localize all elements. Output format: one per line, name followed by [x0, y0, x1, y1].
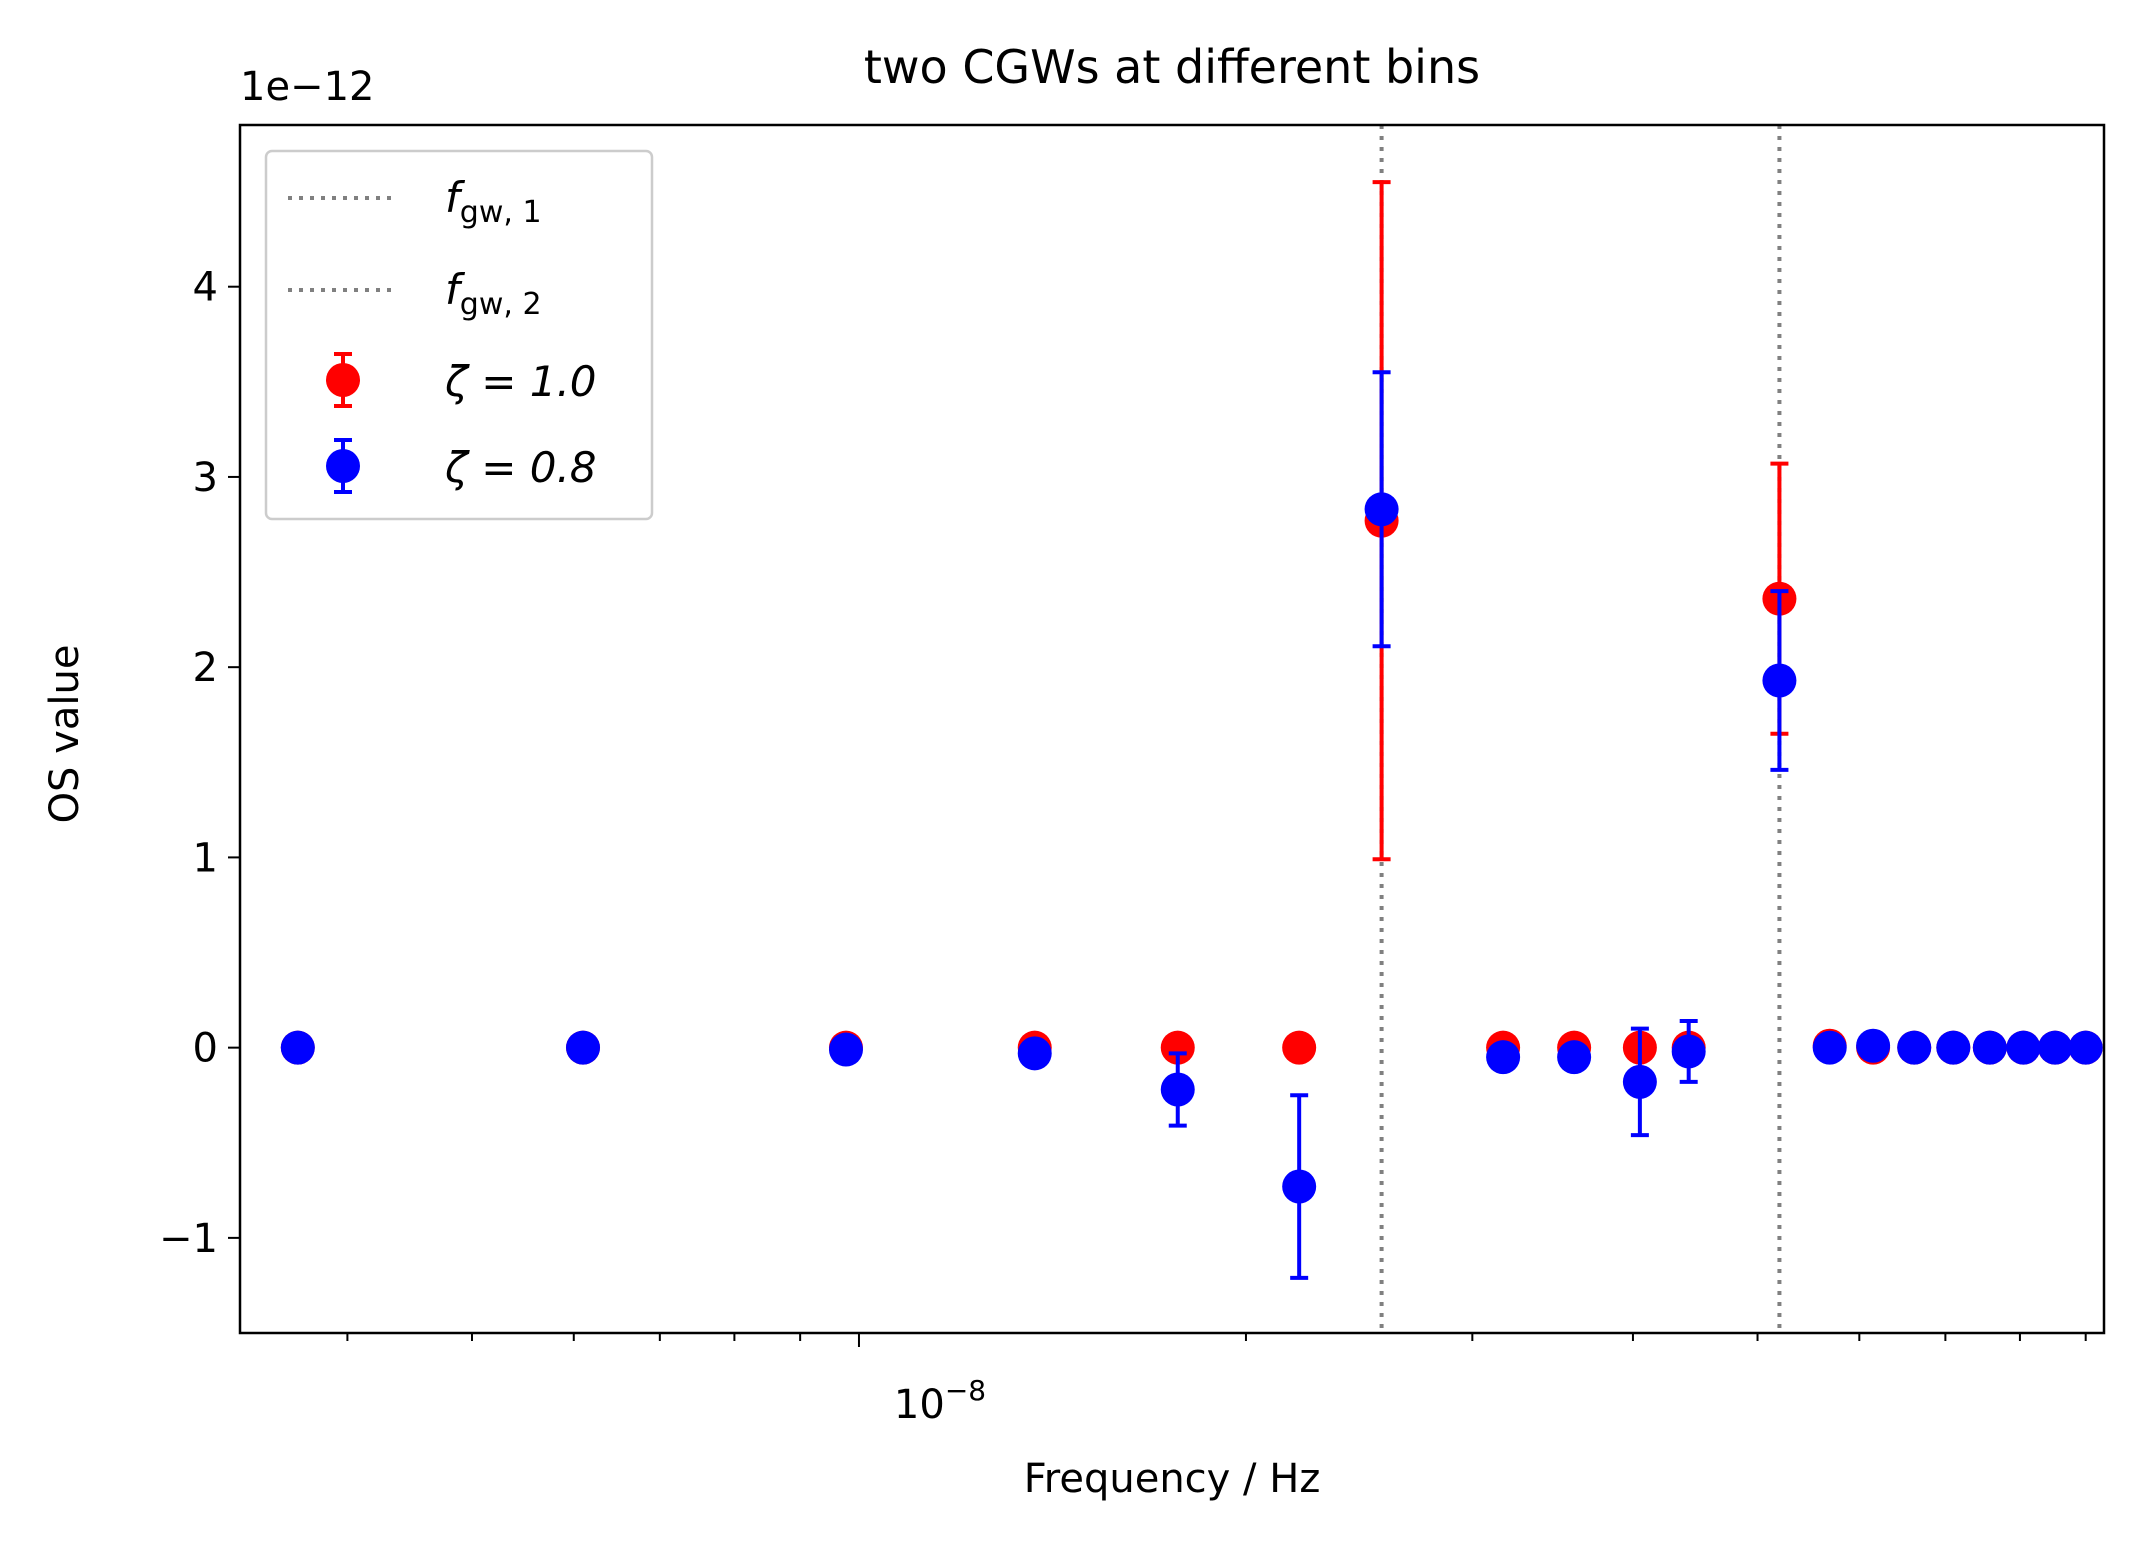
y-axis-ticks: −1 0 1 2 3 4 — [159, 265, 240, 1262]
data-point — [1936, 1030, 1971, 1065]
data-point — [1812, 1030, 1847, 1065]
series-2 — [280, 370, 2103, 1280]
legend-label-zeta-2: ζ = 0.8 — [444, 443, 597, 492]
legend-marker-zeta-1 — [326, 363, 360, 397]
y-tick-label: 1 — [193, 835, 218, 881]
y-tick-label: 3 — [193, 455, 218, 501]
legend-label-fgw2-sub: gw, 2 — [460, 287, 542, 322]
data-point — [1486, 1040, 1521, 1075]
data-point — [1364, 492, 1399, 527]
y-axis-label: OS value — [42, 645, 88, 824]
data-point — [1972, 1030, 2007, 1065]
data-point — [1856, 1028, 1891, 1063]
legend-box — [264, 149, 654, 521]
y-tick-label: 0 — [193, 1026, 218, 1072]
y-tick-label: 2 — [193, 645, 218, 691]
data-point — [2038, 1030, 2073, 1065]
data-point — [2068, 1030, 2103, 1065]
data-point — [566, 1030, 601, 1065]
data-point — [828, 1032, 863, 1067]
data-point — [1160, 1030, 1195, 1065]
data-point — [2006, 1030, 2041, 1065]
data-point — [280, 1030, 315, 1065]
x-major-tick-label: 10−8 — [894, 1374, 986, 1428]
x-axis-ticks: 10−8 — [346, 1333, 2087, 1428]
y-tick-label: −1 — [159, 1216, 218, 1262]
legend-label-fgw1-sub: gw, 1 — [460, 195, 542, 230]
y-offset-label: 1e−12 — [240, 64, 374, 110]
data-point — [1160, 1072, 1195, 1107]
x-major-tick-exponent: −8 — [945, 1374, 986, 1407]
chart-title: two CGWs at different bins — [864, 40, 1480, 94]
legend: fgw, 1 fgw, 2 ζ = 1.0 ζ = 0.8 — [264, 149, 654, 521]
data-point — [1282, 1169, 1317, 1204]
x-axis-label: Frequency / Hz — [1024, 1456, 1321, 1502]
legend-series-markers — [326, 352, 360, 494]
data-point — [1671, 1034, 1706, 1069]
data-point — [1557, 1040, 1592, 1075]
series-layer — [280, 180, 2103, 1280]
data-point — [1282, 1030, 1317, 1065]
data-point — [1017, 1036, 1052, 1071]
y-tick-label: 4 — [193, 265, 218, 311]
plot-frame — [238, 123, 2106, 1335]
data-point — [1622, 1064, 1657, 1099]
legend-label-zeta-1: ζ = 1.0 — [444, 357, 597, 406]
x-major-tick-base: 10 — [894, 1382, 945, 1428]
data-point — [1762, 663, 1797, 698]
legend-marker-zeta-2 — [326, 449, 360, 483]
data-point — [1897, 1030, 1932, 1065]
